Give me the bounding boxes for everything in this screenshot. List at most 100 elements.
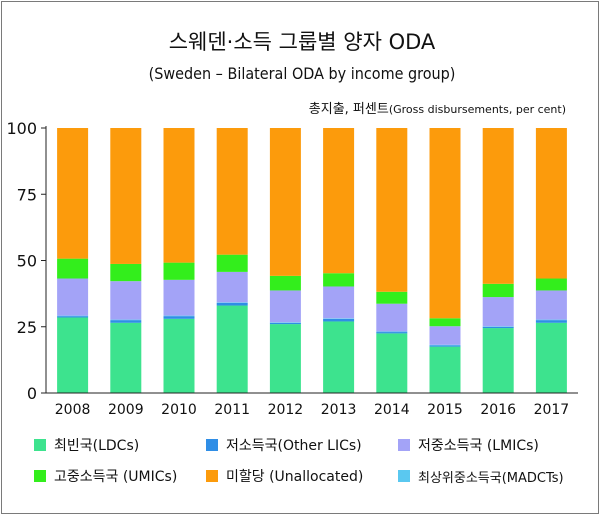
bar-segment xyxy=(216,305,248,393)
bar-segment xyxy=(110,128,142,264)
bar-segment xyxy=(429,344,461,346)
x-tick-label: 2011 xyxy=(214,402,250,418)
bar-segment xyxy=(482,328,514,393)
x-tick-label: 2013 xyxy=(321,402,357,418)
bar-segment xyxy=(429,345,461,347)
bar-segment xyxy=(57,316,89,318)
bar-segment xyxy=(376,291,408,304)
bar-segment xyxy=(163,262,195,280)
bar-segment xyxy=(376,333,408,394)
x-tick-label: 2015 xyxy=(427,402,463,418)
y-tick-label: 75 xyxy=(17,185,37,204)
x-tick-label: 2008 xyxy=(55,402,91,418)
legend-item-madcts: 최상위중소득국(MADCTs) xyxy=(398,467,564,486)
x-tick-label: 2010 xyxy=(161,402,197,418)
y-tick-label: 50 xyxy=(17,252,37,271)
bar-segment xyxy=(269,128,301,276)
legend-label: 최빈국(LDCs) xyxy=(54,438,140,454)
chart-subtitle: (Sweden – Bilateral ODA by income group) xyxy=(148,64,456,83)
bar-segment xyxy=(269,322,301,323)
bar-segment xyxy=(269,275,301,291)
y-tick-label: 25 xyxy=(17,318,37,337)
legend-label: 미할당 (Unallocated) xyxy=(226,469,364,485)
bar-segment xyxy=(482,128,514,284)
legend-item-lmics: 저중소득국 (LMICs) xyxy=(398,436,539,454)
bar-segment xyxy=(323,318,355,319)
bar-segment xyxy=(163,279,195,316)
bar-segment xyxy=(429,346,461,394)
legend-swatch xyxy=(34,470,46,482)
x-tick-label: 2016 xyxy=(480,402,516,418)
unit-label: 총지출, 퍼센트(Gross disbursements, per cent) xyxy=(309,103,566,116)
legend-swatch xyxy=(398,470,410,482)
bar-segment xyxy=(163,316,195,319)
legend-label: 저중소득국 (LMICs) xyxy=(418,438,539,454)
bar-segment xyxy=(323,286,355,319)
bar-segment xyxy=(535,320,567,323)
bar-segment xyxy=(482,326,514,327)
bar-segment xyxy=(323,321,355,393)
chart-title: 스웨덴·소득 그룹별 양자 ODA xyxy=(168,30,436,54)
bar-segment xyxy=(110,322,142,393)
bar-segment xyxy=(163,315,195,317)
bar-segment xyxy=(535,322,567,393)
bar-segment xyxy=(57,317,89,393)
x-tick-label: 2017 xyxy=(534,402,570,418)
bar-segment xyxy=(216,254,248,272)
bar-segment xyxy=(110,319,142,321)
bar-segment xyxy=(110,320,142,323)
legend-swatch xyxy=(34,439,46,451)
bar-segment xyxy=(216,128,248,255)
unit-label-ko: 총지출, 퍼센트 xyxy=(308,102,389,117)
legend-item-unallocated: 미할당 (Unallocated) xyxy=(206,467,363,485)
bar-segment xyxy=(482,326,514,329)
x-tick-label: 2014 xyxy=(374,402,410,418)
y-tick-label: 100 xyxy=(6,119,37,138)
bar-segment xyxy=(57,258,89,279)
bar-segment xyxy=(163,128,195,263)
bar-segment xyxy=(429,128,461,319)
bar-segment xyxy=(535,290,567,320)
legend-label: 저소득국(Other LICs) xyxy=(226,438,362,454)
bar-segment xyxy=(323,318,355,322)
y-tick-label: 0 xyxy=(27,384,37,403)
bar-segment xyxy=(216,271,248,303)
bar-segment xyxy=(163,318,195,393)
bar-segment xyxy=(216,302,248,303)
bar-segment xyxy=(110,263,142,282)
legend-swatch xyxy=(398,439,410,451)
legend-swatch xyxy=(206,470,218,482)
bar-segment xyxy=(376,331,408,333)
bar-segment xyxy=(429,318,461,327)
bar-segment xyxy=(376,128,408,292)
bar-segment xyxy=(482,297,514,327)
legend-label: 고중소득국 (UMICs) xyxy=(54,469,178,485)
unit-label-en: (Gross disbursements, per cent) xyxy=(388,103,566,116)
bar-segment xyxy=(376,303,408,332)
bar-segment xyxy=(57,278,89,316)
bar-segment xyxy=(429,326,461,345)
legend-item-other-lics: 저소득국(Other LICs) xyxy=(206,436,362,454)
legend-label: 최상위중소득국(MADCTs) xyxy=(418,470,564,486)
bar-segment xyxy=(110,281,142,320)
bar-segment xyxy=(376,332,408,334)
legend-item-umics: 고중소득국 (UMICs) xyxy=(34,467,177,485)
bar-segment xyxy=(57,128,89,259)
x-tick-label: 2009 xyxy=(108,402,144,418)
bar-segment xyxy=(216,302,248,306)
bar-segment xyxy=(323,273,355,287)
bar-segment xyxy=(269,324,301,393)
bar-segment xyxy=(482,283,514,298)
legend-item-ldcs: 최빈국(LDCs) xyxy=(34,436,139,454)
legend-swatch xyxy=(206,439,218,451)
bar-segment xyxy=(57,315,89,317)
bar-segment xyxy=(535,128,567,279)
bar-segment xyxy=(269,322,301,325)
bar-segment xyxy=(535,278,567,291)
bar-segment xyxy=(269,290,301,323)
x-tick-label: 2012 xyxy=(268,402,304,418)
bar-segment xyxy=(323,128,355,274)
bar-segment xyxy=(535,319,567,321)
